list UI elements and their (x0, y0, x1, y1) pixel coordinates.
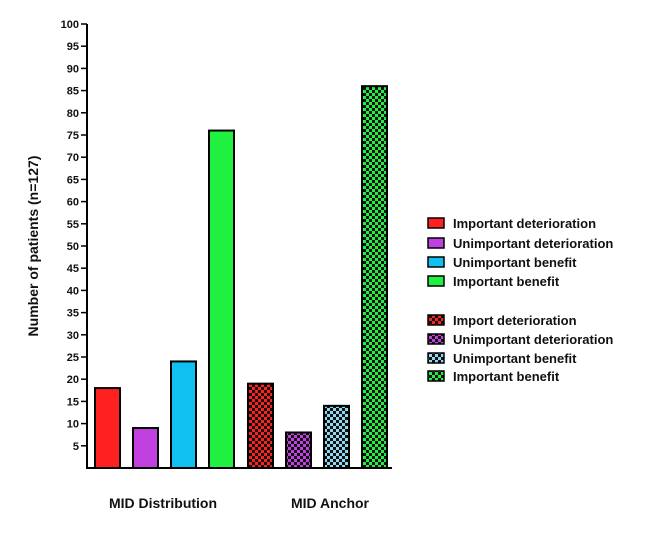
bar-mid-distribution-unimportant-benefit (170, 360, 197, 469)
y-tick-label: 10 (67, 419, 79, 431)
bar-mid-distribution-important-deterioration (94, 387, 121, 469)
legend-swatch-mid-distribution-unimportant-deterioration (427, 237, 445, 249)
y-tick-label: 55 (67, 219, 79, 231)
legend-label: Important benefit (453, 274, 560, 289)
legend-label: Unimportant deterioration (453, 236, 613, 251)
y-tick-label: 75 (67, 130, 79, 142)
legend-swatch-mid-anchor-import-deterioration (427, 314, 445, 326)
category-label-mid-anchor: MID Anchor (291, 495, 370, 511)
legend-swatch-mid-anchor-important-benefit (427, 370, 445, 382)
legend-label: Unimportant benefit (453, 351, 577, 366)
legend-label: Important benefit (453, 369, 560, 384)
bar-mid-distribution-important-benefit (208, 129, 235, 469)
y-tick-label: 20 (67, 374, 79, 386)
y-tick-label: 65 (67, 174, 79, 186)
y-tick-label: 50 (67, 241, 79, 253)
bars (94, 85, 388, 470)
y-tick-label: 85 (67, 86, 79, 98)
y-tick-label: 80 (67, 108, 79, 120)
y-tick-label: 30 (67, 330, 79, 342)
legend: Important deterioration Unimportant deter… (427, 216, 613, 384)
legend-label: Unimportant benefit (453, 255, 577, 270)
y-axis-title: Number of patients (n=127) (25, 156, 41, 337)
legend-swatch-mid-anchor-unimportant-deterioration (427, 333, 445, 345)
bar-mid-distribution-unimportant-deterioration (132, 427, 159, 470)
y-tick-label: 60 (67, 197, 79, 209)
y-tick-label: 95 (67, 41, 79, 53)
legend-label: Unimportant deterioration (453, 332, 613, 347)
legend-swatch-mid-distribution-unimportant-benefit (427, 256, 445, 268)
bar-mid-anchor-important-benefit (361, 85, 388, 469)
y-tick-label: 45 (67, 263, 79, 275)
legend-label: Import deterioration (453, 313, 577, 328)
legend-label: Important deterioration (453, 216, 596, 231)
legend-swatch-mid-distribution-important-deterioration (427, 217, 445, 229)
y-tick-label: 40 (67, 285, 79, 297)
y-axis-ticks: 5 10 15 20 25 30 35 40 45 50 55 60 65 70 75 80 85 90 95 100 (61, 19, 87, 453)
legend-swatch-mid-distribution-important-benefit (427, 275, 445, 287)
y-tick-label: 90 (67, 63, 79, 75)
y-tick-label: 25 (67, 352, 79, 364)
bar-mid-anchor-unimportant-benefit (323, 404, 350, 469)
y-tick-label: 35 (67, 308, 79, 320)
y-tick-label: 100 (61, 19, 79, 31)
category-label-mid-distribution: MID Distribution (109, 495, 217, 511)
y-tick-label: 15 (67, 396, 79, 408)
bar-mid-anchor-unimportant-deterioration (285, 431, 312, 470)
legend-swatch-mid-anchor-unimportant-benefit (427, 352, 445, 364)
y-tick-label: 70 (67, 152, 79, 164)
y-tick-label: 5 (73, 441, 79, 453)
bar-mid-anchor-import-deterioration (247, 382, 274, 470)
